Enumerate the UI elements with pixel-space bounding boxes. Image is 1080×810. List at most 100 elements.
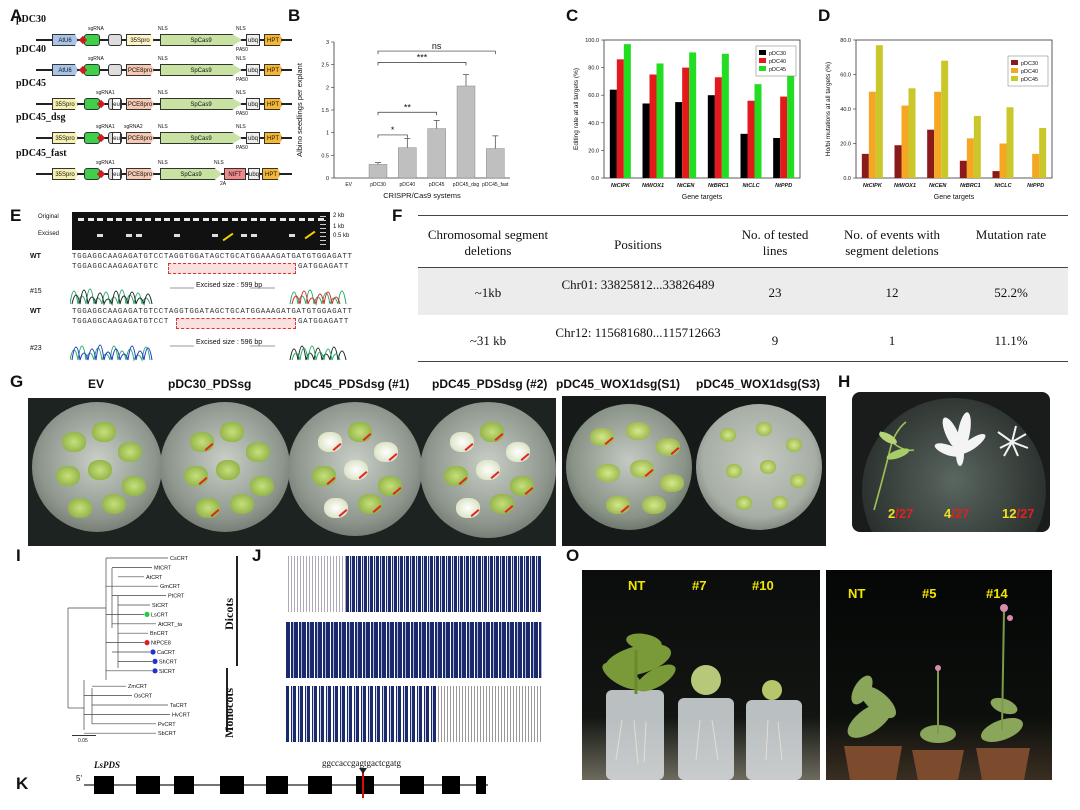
sgrna-label: sgRNA: [88, 56, 104, 62]
m15-tail: GATGGAGATT: [298, 263, 350, 271]
panel-label-o: O: [566, 546, 580, 565]
x-tick-label: NtCLC: [742, 183, 760, 189]
x-tick-label: NtCIPK: [611, 183, 631, 189]
alignment-block-1-gap: [286, 556, 346, 612]
plants-photo-right: NT #5 #14: [826, 570, 1052, 780]
gene-exon: [442, 776, 460, 794]
promoter2-block: PCE8pro: [126, 98, 154, 110]
gene-exon: [266, 776, 288, 794]
construct-name: pDC45_fast: [16, 148, 67, 159]
bar: [707, 95, 715, 178]
tree-taxon-label: ZmCRT: [128, 684, 148, 690]
bar: [1039, 127, 1047, 178]
x-tick-label: pDC45_dsg: [453, 182, 480, 188]
explant: [456, 498, 480, 518]
sgrna-label: sgRNA1: [96, 90, 115, 96]
tree-taxon-label: HvCRT: [172, 712, 191, 718]
tree-taxon-label: LsCRT: [151, 612, 169, 618]
x-axis-label: Gene targets: [934, 194, 975, 201]
explant: [68, 498, 92, 518]
tree-tip-marker: [152, 658, 158, 664]
construct-name: pDC45_dsg: [16, 112, 66, 123]
bar: [427, 128, 446, 179]
x-axis-label: CRISPR/Cas9 systems: [383, 191, 461, 200]
tree-tip-marker: [150, 649, 156, 655]
significance-bracket: [377, 50, 496, 55]
plate-label-pdc30: pDC30_PDSsg: [168, 377, 252, 391]
legend-label: pDC45: [1021, 77, 1038, 83]
monocots-bracket: [226, 668, 228, 732]
explant: [250, 476, 274, 496]
explant: [378, 476, 402, 496]
eu-block: eu: [112, 168, 121, 180]
nls-label-2: NLS: [236, 26, 246, 32]
gel-band-original: [260, 218, 267, 221]
gel-size-2kb: 2 kb: [333, 213, 345, 219]
nls-label-1: NLS: [158, 160, 168, 166]
gel-band-original: [212, 218, 219, 221]
dicots-label: Dicots: [222, 598, 236, 630]
eu-block: eu: [112, 132, 121, 144]
promoter-block: 35Spro: [52, 98, 78, 110]
bar: [642, 103, 650, 178]
gene-exon: [94, 776, 114, 794]
construct-name: pDC30: [16, 14, 47, 25]
gel-band-original: [174, 218, 180, 221]
monocots-label: Monocots: [222, 688, 236, 738]
plant-label-7: #7: [692, 578, 707, 593]
alignment-block-3-gap: [436, 686, 542, 742]
gel-band-original: [116, 218, 123, 221]
gel-ladder: [320, 216, 326, 246]
explant: [344, 460, 368, 480]
explant: [102, 494, 126, 514]
ubq-block: ubq: [248, 168, 260, 180]
plates-photo-left: [28, 398, 556, 546]
panel-label-a: A: [10, 6, 23, 25]
explant: [480, 422, 504, 442]
hpt-block: HPT: [264, 132, 282, 144]
tree-taxon-label: NtPCE8: [151, 641, 171, 647]
bar: [656, 63, 664, 178]
table-header-events: No. of events with segment deletions: [843, 227, 941, 258]
explant-wox1: [760, 460, 776, 474]
gel-band-original: [308, 218, 315, 221]
explant-wox1: [660, 474, 684, 492]
sgrna-sequence: ggccaccgagtgactcgatg: [322, 758, 401, 768]
bar: [868, 91, 876, 178]
y-tick-label: 0: [326, 176, 329, 182]
explant: [476, 460, 500, 480]
pa-label: PA50: [236, 111, 248, 117]
y-tick-label: 80.0: [588, 66, 599, 72]
ubq-block: ubq: [246, 98, 260, 110]
gel-arrow: [304, 230, 316, 240]
plate-label-pdc45-1: pDC45_PDSdsg (#1): [294, 377, 410, 391]
plants-left-drawing: [602, 633, 802, 780]
plate-label-wox1-s1: pDC45_WOX1dsg(S1): [556, 377, 681, 391]
x-tick-label: NtCEN: [929, 183, 947, 189]
plates-photo-right: [562, 396, 826, 546]
bar: [623, 44, 631, 178]
y-tick-label: 0.5: [321, 153, 329, 159]
plant-label-10: #10: [752, 578, 774, 593]
tree-taxon-label: StCRT: [152, 603, 169, 609]
gel-band-original: [231, 218, 238, 221]
tree-taxon-label: SlCRT: [159, 669, 176, 675]
significance-bracket: [377, 62, 467, 66]
bar: [927, 129, 935, 178]
table-cell-r1-position: Chr01: 33825812...33826489: [561, 277, 715, 292]
bar: [999, 143, 1007, 178]
bar: [894, 145, 902, 178]
explant: [348, 422, 372, 442]
table-cell-r1-events: 12: [885, 285, 899, 300]
x-tick-label: NtPPD: [775, 183, 792, 189]
m23-sequence: TGGAGGCAAGAGATGTCCT: [72, 318, 169, 326]
plate-label-wox1-s3: pDC45_WOX1dsg(S3): [696, 377, 821, 391]
ntft-block: NtFT: [224, 168, 246, 180]
gel-band-original: [202, 218, 209, 221]
panel-label-d: D: [818, 6, 831, 25]
table-cell-r2-position: Chr12: 115681680...115712663: [555, 325, 721, 340]
significance-bracket: [377, 111, 438, 116]
ubq-block: ubq: [246, 132, 260, 144]
promoter-block: 35Spro: [52, 168, 78, 180]
nls-label-2: NLS: [236, 90, 246, 96]
